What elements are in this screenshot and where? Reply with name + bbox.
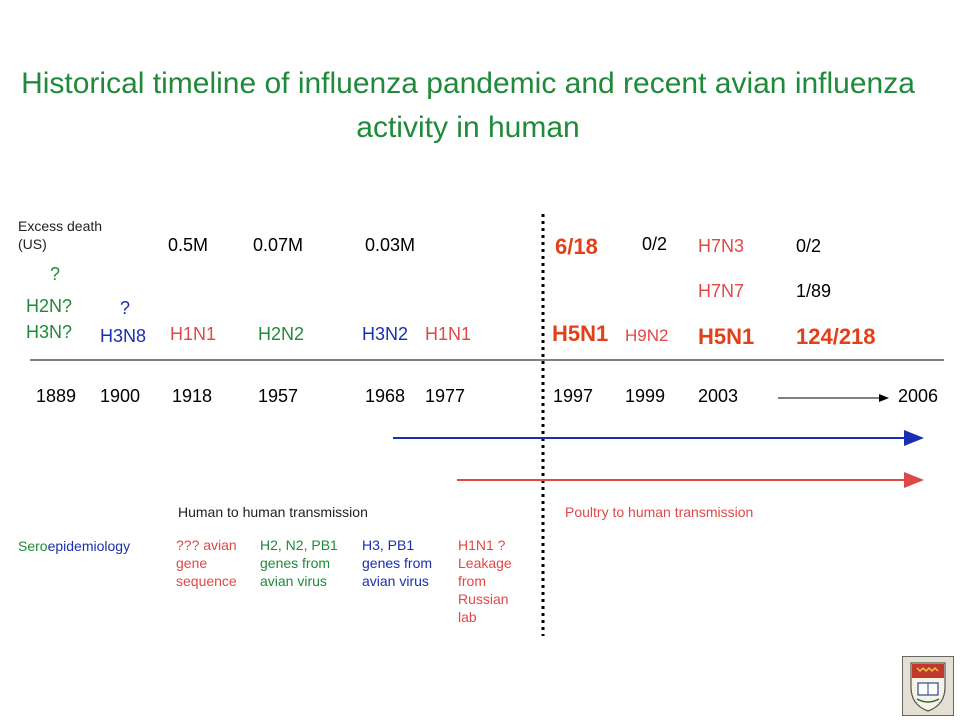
excess-death-label: Excess death (US)	[18, 218, 103, 252]
subtype-h2n2-1957: H2N2	[258, 324, 305, 344]
university-crest-logo	[902, 656, 954, 716]
crest-icon	[903, 657, 953, 715]
year-1889: 1889	[36, 386, 77, 406]
sero-note-1957: H2, N2, PB1 genes from avian virus	[260, 537, 338, 589]
sero-note-1977: H1N1 ? Leakage from Russian lab	[458, 537, 512, 625]
year-2006: 2006	[898, 386, 939, 406]
ratio-h5n1-2003: 124/218	[796, 324, 876, 349]
subtype-h9n2-1999: H9N2	[625, 326, 669, 345]
unknown-1889-question: ?	[50, 264, 61, 284]
excess-death-1918: 0.5M	[168, 235, 209, 255]
seroepidemiology-label: Seroepidemiology	[18, 537, 130, 555]
slide-title: Historical timeline of influenza pandemi…	[21, 67, 915, 144]
epidemiology-label-part: epidemiology	[47, 538, 131, 554]
year-1968: 1968	[365, 386, 406, 406]
year-1918: 1918	[172, 386, 213, 406]
excess-death-1957: 0.07M	[253, 235, 304, 255]
excess-death-1968: 0.03M	[365, 235, 416, 255]
poultry-transmission-label: Poultry to human transmission	[565, 504, 754, 520]
sero-label-part: Sero	[18, 538, 48, 554]
subtype-h7n3: H7N3	[698, 236, 745, 256]
subtype-h3n8-1900: H3N8	[100, 326, 147, 346]
subtype-h3n-1889: H3N?	[26, 322, 73, 342]
year-1957: 1957	[258, 386, 299, 406]
subtype-h3n2-1968: H3N2	[362, 324, 409, 344]
year-2003: 2003	[698, 386, 739, 406]
year-1999: 1999	[625, 386, 666, 406]
ratio-h7n7: 1/89	[796, 281, 832, 301]
subtype-h5n1-1997: H5N1	[552, 321, 609, 346]
sero-note-1918: ??? avian gene sequence	[176, 537, 237, 589]
year-1977: 1977	[425, 386, 466, 406]
ratio-h7n3: 0/2	[796, 236, 822, 256]
year-1997: 1997	[553, 386, 594, 406]
subtype-h1n1-1977: H1N1	[425, 324, 472, 344]
ratio-h9n2-1999: 0/2	[642, 234, 668, 254]
subtype-h1n1-1918: H1N1	[170, 324, 217, 344]
ratio-h5n1-1997: 6/18	[555, 234, 598, 259]
human-transmission-label: Human to human transmission	[178, 504, 368, 520]
subtype-h2n-1889: H2N?	[26, 296, 73, 316]
unknown-1900-question: ?	[120, 298, 131, 318]
year-1900: 1900	[100, 386, 141, 406]
sero-note-1968: H3, PB1 genes from avian virus	[362, 537, 433, 589]
subtype-h5n1-2003: H5N1	[698, 324, 755, 349]
subtype-h7n7: H7N7	[698, 281, 745, 301]
